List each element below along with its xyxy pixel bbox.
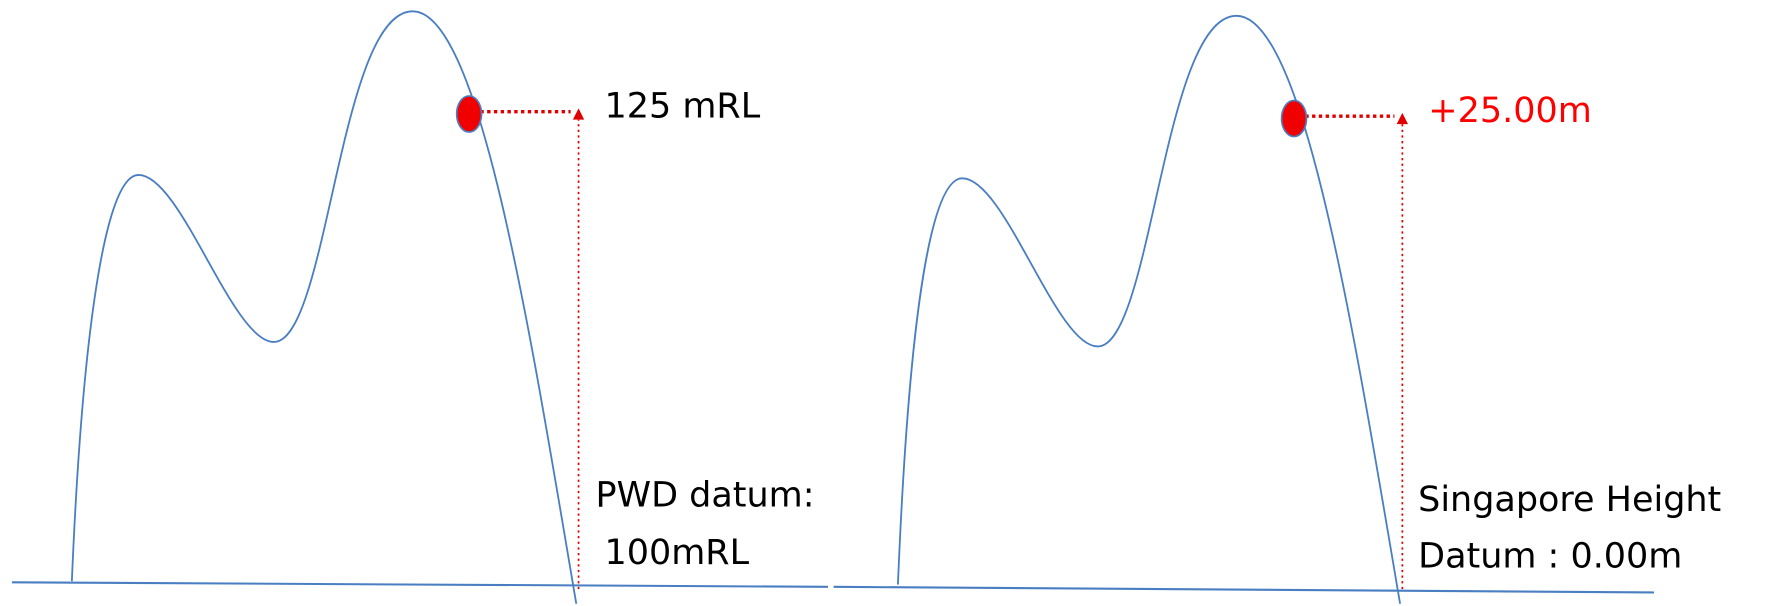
datum-label: PWD datum: (595, 476, 814, 516)
elevation-label: 125 mRL (605, 86, 761, 126)
datum-value: Datum : 0.00m (1418, 537, 1682, 577)
elevation-label: +25.00m (1428, 91, 1591, 131)
point-marker (455, 95, 483, 133)
left-panel: 125 mRL PWD datum: 100mRL (12, 10, 828, 604)
ground-line (833, 585, 1655, 594)
point-marker (1280, 99, 1308, 138)
ground-line (12, 581, 828, 588)
arrow-head (572, 108, 585, 120)
arrow-head (1396, 112, 1408, 125)
datum-label: Singapore Height (1418, 480, 1721, 520)
terrain-profile (70, 10, 578, 604)
terrain-profile (897, 14, 1401, 604)
datum-value: 100mRL (605, 533, 750, 573)
right-panel: +25.00m Singapore Height Datum : 0.00m (833, 14, 1721, 604)
